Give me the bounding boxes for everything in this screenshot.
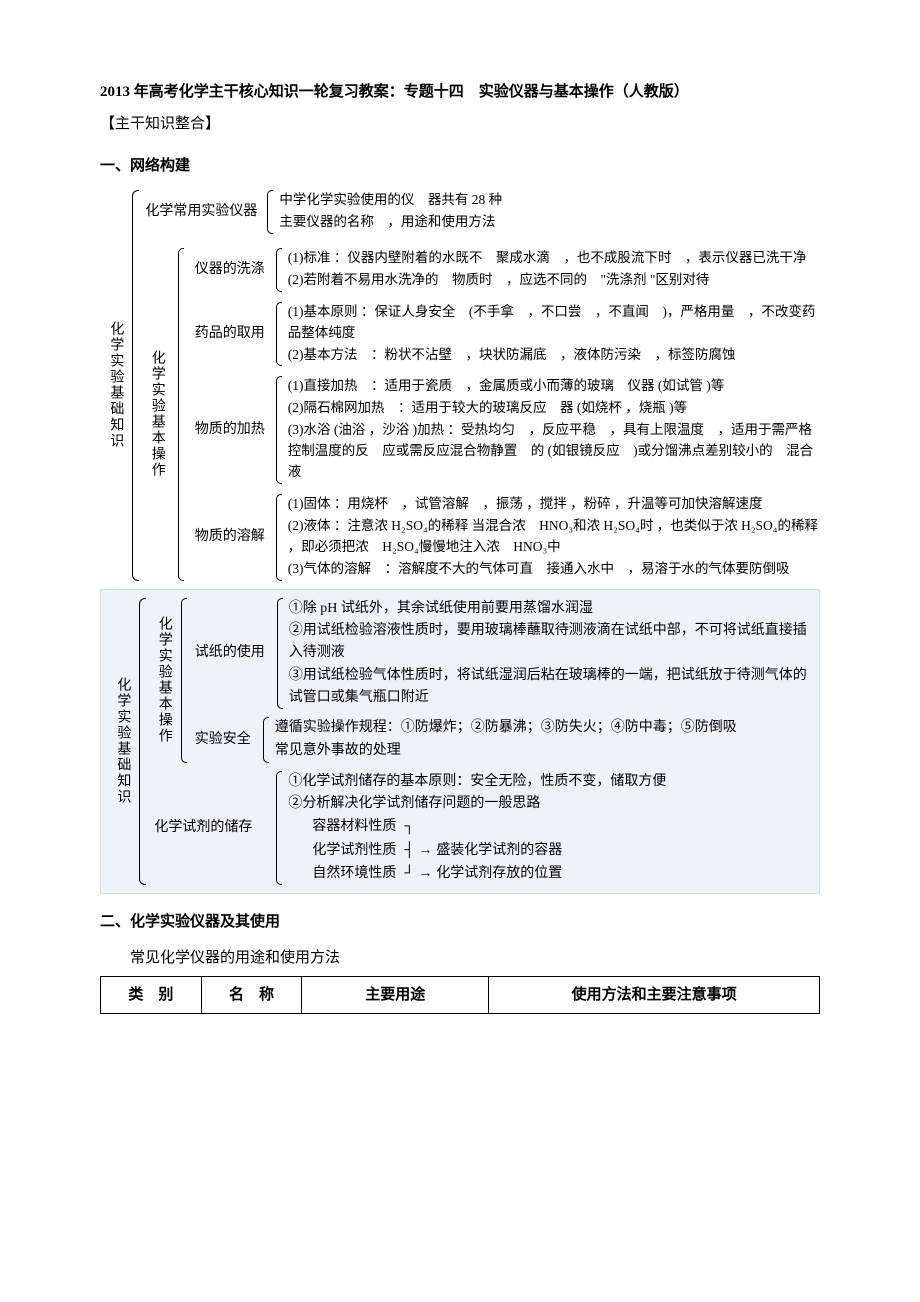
d1-r4-l3: (3)气体的溶解 ：溶解度不大的气体可直 接通入水中 ，易溶于水的气体要防倒吸: [288, 559, 820, 580]
diagram-2-wrap: 化学实验基础知识 化学实验基本操作 试纸的使用 ①除 pH 试纸外，其余试纸使用…: [100, 589, 820, 894]
d1-mid: 化学实验基本操作 仪器的洗涤 (1)标准 ：仪器内壁附着的水既不 聚成水滴 ，也…: [141, 248, 820, 581]
d1-top-label: 化学常用实验仪器: [141, 190, 261, 234]
d2-f1: 容器材料性质: [312, 816, 396, 838]
page-title: 2013 年高考化学主干核心知识一轮复习教案：专题十四 实验仪器与基本操作（人教…: [100, 80, 820, 104]
d2-r3-l2: ②分析解决化学试剂储存问题的一般思路: [288, 793, 813, 815]
th-notes: 使用方法和主要注意事项: [489, 977, 820, 1014]
d1-r3-l1: (1)直接加热 ：适用于瓷质 ，金属质或小而薄的玻璃 仪器 (如试管 )等: [288, 376, 820, 397]
d2-r1-l1: ①除 pH 试纸外，其余试纸使用前要用蒸馏水润湿: [289, 598, 813, 620]
d2-r2-l2: 常见意外事故的处理: [275, 740, 813, 762]
diagram-2: 化学实验基础知识 化学实验基本操作 试纸的使用 ①除 pH 试纸外，其余试纸使用…: [107, 598, 813, 885]
d1-r1-label: 仪器的洗涤: [190, 248, 270, 292]
th-category: 类 别: [101, 977, 202, 1014]
section1-heading: 一、网络构建: [100, 154, 820, 178]
section2-heading: 二、化学实验仪器及其使用: [100, 910, 820, 934]
d1-r3-label: 物质的加热: [190, 376, 270, 484]
d2-f3: 自然环境性质: [312, 863, 396, 885]
d2-r1-l2: ②用试纸检验溶液性质时，要用玻璃棒蘸取待测液滴在试纸中部，不可将试纸直接插入待测…: [289, 620, 813, 663]
th-usage: 主要用途: [302, 977, 489, 1014]
d2-o2: 化学试剂存放的位置: [436, 863, 562, 885]
d1-top-l1: 中学化学实验使用的仪 器共有 28 种: [279, 190, 820, 211]
d1-r1-l1: (1)标准 ：仪器内壁附着的水既不 聚成水滴 ，也不成股流下时 ，表示仪器已洗干…: [288, 248, 820, 269]
d1-top-l2: 主要仪器的名称 ，用途和使用方法: [279, 212, 820, 233]
d1-r4-l2: (2)液体 ：注意浓 H₂SO₄的稀释 当混合浓 HNO₃和浓 H₂SO₄时 ，…: [288, 516, 820, 558]
th-name: 名 称: [201, 977, 302, 1014]
d1-r3-l2: (2)隔石棉网加热 ：适用于较大的玻璃反应 器 (如烧杯 ，烧瓶 )等: [288, 398, 820, 419]
d1-r2-l2: (2)基本方法 ：粉状不沾壁 ，块状防漏底 ，液体防污染 ，标签防腐蚀: [288, 345, 820, 366]
instrument-table: 类 别 名 称 主要用途 使用方法和主要注意事项: [100, 976, 820, 1014]
table-caption: 常见化学仪器的用途和使用方法: [100, 946, 820, 970]
d2-r1-l3: ③用试纸检验气体性质时，将试纸湿润后粘在玻璃棒的一端，把试纸放于待测气体的试管口…: [289, 665, 813, 708]
table-header-row: 类 别 名 称 主要用途 使用方法和主要注意事项: [101, 977, 820, 1014]
d1-r3-l3: (3)水浴 (油浴 ，沙浴 )加热 ：受热均匀 ，反应平稳 ，具有上限温度 ，适…: [288, 420, 820, 483]
d1-mid-label: 化学实验基本操作: [141, 248, 171, 581]
d1-r2-label: 药品的取用: [190, 302, 270, 367]
d2-flow: 容器材料性质┐ 化学试剂性质┤→盛装化学试剂的容器 自然环境性质┘→化学试剂存放…: [312, 816, 813, 885]
d1-r1-l2: (2)若附着不易用水洗净的 物质时 ，应选不同的 "洗涤剂 "区别对待: [288, 270, 820, 291]
page-subtitle: 【主干知识整合】: [100, 112, 820, 136]
d2-r3-label: 化学试剂的储存: [148, 771, 270, 885]
d1-root: 化学实验基础知识: [100, 190, 130, 581]
d2-root: 化学实验基础知识: [107, 598, 137, 885]
d1-r4-label: 物质的溶解: [190, 494, 270, 581]
diagram-1: 化学实验基础知识 化学常用实验仪器 中学化学实验使用的仪 器共有 28 种 主要…: [100, 190, 820, 581]
d2-r2-label: 实验安全: [189, 717, 257, 762]
d2-r1-label: 试纸的使用: [189, 598, 271, 709]
d2-f2: 化学试剂性质: [312, 840, 396, 862]
d2-r2-l1: 遵循实验操作规程：①防爆炸；②防暴沸；③防失火；④防中毒；⑤防倒吸: [275, 717, 813, 739]
d2-o1: 盛装化学试剂的容器: [436, 840, 562, 862]
d2-r3-l1: ①化学试剂储存的基本原则：安全无险，性质不变，储取方便: [288, 771, 813, 793]
d1-top-row: 化学常用实验仪器 中学化学实验使用的仪 器共有 28 种 主要仪器的名称 ，用途…: [141, 190, 820, 234]
d1-r2-l1: (1)基本原则 ：保证人身安全 (不手拿 ，不口尝 ，不直闻 )，严格用量 ，不…: [288, 302, 820, 344]
d1-r4-l1: (1)固体 ：用烧杯 ，试管溶解 ，振荡 ，搅拌 ，粉碎 ，升温等可加快溶解速度: [288, 494, 820, 515]
d2-col1: 化学实验基本操作: [148, 598, 178, 763]
